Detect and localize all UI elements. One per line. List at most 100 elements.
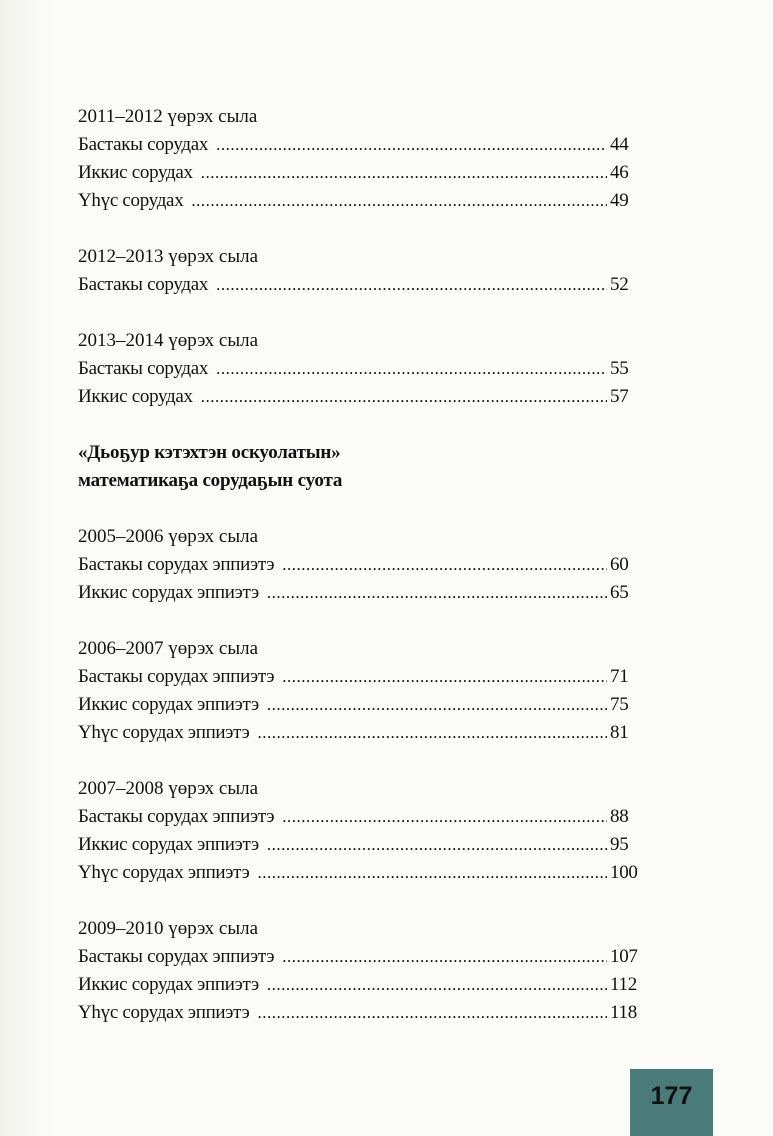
toc-entry-page: 88 [610,806,629,827]
toc-group: 2006–2007 үөрэх сыла Бастакы сорудах эппи… [78,635,658,747]
toc-entry-label: Бастакы сорудах эппиэтэ [78,946,275,967]
toc-entry-page: 75 [610,694,629,715]
toc-entry-leader-box: Бастакы сорудах эппиэтэ [78,803,610,831]
toc-entry-page: 60 [610,554,629,575]
toc-entry-leader-box: Иккис сорудах [78,383,610,411]
toc-entry-page: 71 [610,666,629,687]
toc-entry: Бастакы сорудах эппиэтэ 88 [78,803,658,831]
toc-entry-leader-box: Иккис сорудах эппиэтэ [78,831,610,859]
toc-group-heading: 2007–2008 үөрэх сыла [78,778,258,799]
toc-entry: Бастакы сорудах 52 [78,271,658,299]
toc-dot-leader [258,719,608,747]
toc-entry-label: Бастакы сорудах [78,274,209,295]
toc-entry-label: Бастакы сорудах [78,134,209,155]
toc-entry: Үһүс сорудах эппиэтэ 100 [78,859,658,887]
toc-entry: Иккис сорудах эппиэтэ 75 [78,691,658,719]
toc-group: 2011–2012 үөрэх сыла Бастакы сорудах 44 Икк… [78,103,658,215]
toc-group-heading: 2005–2006 үөрэх сыла [78,526,258,547]
toc-entry-page: 65 [610,582,629,603]
toc-entry-leader-box: Бастакы сорудах эппиэтэ [78,943,610,971]
toc-dot-leader [201,383,607,411]
toc-entry-leader-box: Иккис сорудах эппиэтэ [78,579,610,607]
toc-group: 2005–2006 үөрэх сыла Бастакы сорудах эппи… [78,523,658,607]
section-title-line: математикаҕа сорудаҕын суота [78,470,343,491]
section-title-line: «Дьоҕур кэтэхтэн оскуолатын» [78,442,341,463]
toc-entry-page: 55 [610,358,629,379]
toc-dot-leader [201,159,607,187]
toc-entry-label: Үһүс сорудах эппиэтэ [78,1002,250,1023]
toc-entry-label: Бастакы сорудах эппиэтэ [78,554,275,575]
toc-entry-page: 49 [610,190,629,211]
toc-entry-label: Иккис сорудах эппиэтэ [78,582,259,603]
toc-entry-label: Бастакы сорудах эппиэтэ [78,666,275,687]
toc-dot-leader [216,271,607,299]
toc-entry-leader-box: Иккис сорудах эппиэтэ [78,971,610,999]
toc-dot-leader [267,831,607,859]
toc-entry-leader-box: Бастакы сорудах эппиэтэ [78,663,610,691]
toc-entry-leader-box: Бастакы сорудах [78,131,610,159]
toc-entry-label: Бастакы сорудах [78,358,209,379]
toc-entry: Үһүс сорудах эппиэтэ 81 [78,719,658,747]
toc-group-heading: 2013–2014 үөрэх сыла [78,330,258,351]
toc-entry-page: 118 [610,1002,637,1023]
toc-entry-page: 57 [610,386,629,407]
section-title: «Дьоҕур кэтэхтэн оскуолатын» математикаҕа… [78,439,658,495]
toc-entry: Бастакы сорудах 55 [78,355,658,383]
toc-entry-leader-box: Бастакы сорудах [78,355,610,383]
toc-entry-label: Иккис сорудах эппиэтэ [78,694,259,715]
toc-dot-leader [258,859,608,887]
toc-entry-label: Үһүс сорудах [78,190,184,211]
toc-dot-leader [267,971,607,999]
toc-dot-leader [282,551,607,579]
toc-dot-leader [191,187,607,215]
toc-group-heading: 2006–2007 үөрэх сыла [78,638,258,659]
toc-group-heading: 2011–2012 үөрэх сыла [78,106,258,127]
toc-entry-leader-box: Иккис сорудах [78,159,610,187]
toc-group: 2013–2014 үөрэх сыла Бастакы сорудах 55 Икк… [78,327,658,411]
toc-entry-leader-box: Үһүс сорудах эппиэтэ [78,859,610,887]
toc-entry-leader-box: Үһүс сорудах эппиэтэ [78,999,610,1027]
toc-entry-page: 107 [610,946,638,967]
toc-entry-page: 95 [610,834,629,855]
toc-entry-label: Бастакы сорудах эппиэтэ [78,806,275,827]
toc-group: 2012–2013 үөрэх сыла Бастакы сорудах 52 [78,243,658,299]
toc-entry: Бастакы сорудах эппиэтэ 71 [78,663,658,691]
toc-entry: Бастакы сорудах эппиэтэ 60 [78,551,658,579]
toc-entry-label: Иккис сорудах эппиэтэ [78,974,259,995]
toc-entry: Бастакы сорудах 44 [78,131,658,159]
toc-entry: Иккис сорудах эппиэтэ 65 [78,579,658,607]
toc-entry-leader-box: Бастакы сорудах эппиэтэ [78,551,610,579]
toc-entry-page: 52 [610,274,629,295]
toc-entry-page: 81 [610,722,629,743]
toc-entry-label: Иккис сорудах эппиэтэ [78,834,259,855]
toc-entry-page: 46 [610,162,629,183]
toc-entry-label: Үһүс сорудах эппиэтэ [78,862,250,883]
toc-dot-leader [258,999,608,1027]
toc-entry-leader-box: Үһүс сорудах эппиэтэ [78,719,610,747]
page-number-box: 177 [630,1069,713,1136]
toc-group: 2007–2008 үөрэх сыла Бастакы сорудах эппи… [78,775,658,887]
toc-dot-leader [282,663,607,691]
toc-entry-label: Үһүс сорудах эппиэтэ [78,722,250,743]
toc-entry: Иккис сорудах 46 [78,159,658,187]
toc-entry-label: Иккис сорудах [78,162,193,183]
toc-dot-leader [267,579,607,607]
toc-entry-page: 44 [610,134,629,155]
toc-entry-leader-box: Үһүс сорудах [78,187,610,215]
toc-dot-leader [267,691,607,719]
toc-dot-leader [216,355,607,383]
toc-entry: Иккис сорудах эппиэтэ 112 [78,971,658,999]
toc-group-heading: 2012–2013 үөрэх сыла [78,246,258,267]
toc-entry-leader-box: Иккис сорудах эппиэтэ [78,691,610,719]
toc-group: 2009–2010 үөрэх сыла Бастакы сорудах эппи… [78,915,658,1027]
toc-entry-leader-box: Бастакы сорудах [78,271,610,299]
page-number: 177 [650,1082,693,1110]
table-of-contents: 2011–2012 үөрэх сыла Бастакы сорудах 44 Икк… [78,103,658,1055]
toc-entry: Бастакы сорудах эппиэтэ 107 [78,943,658,971]
toc-entry-page: 112 [610,974,637,995]
toc-entry: Үһүс сорудах эппиэтэ 118 [78,999,658,1027]
toc-entry-label: Иккис сорудах [78,386,193,407]
toc-dot-leader [216,131,607,159]
page-gutter-shadow [0,0,52,1136]
toc-group-heading: 2009–2010 үөрэх сыла [78,918,258,939]
